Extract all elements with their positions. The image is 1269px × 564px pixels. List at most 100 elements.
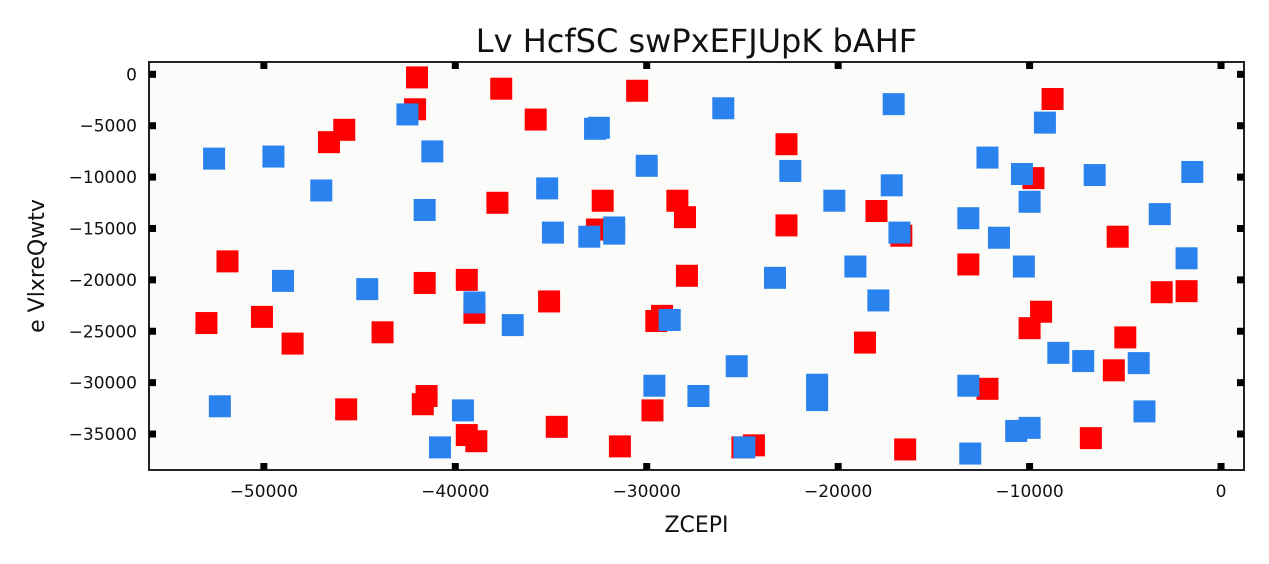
- data-point-series-2: [763, 266, 786, 289]
- data-point-series-1: [775, 133, 798, 156]
- data-point-series-1: [524, 108, 547, 131]
- data-point-series-2: [1018, 190, 1041, 213]
- data-point-series-2: [712, 97, 735, 120]
- axis-ticks: −50000 −40000 −30000 −20000 −10000 0 0 −5000 −10…: [69, 62, 1244, 502]
- x-tick-mark-top: [643, 62, 651, 69]
- x-tick-label: −10000: [995, 482, 1063, 502]
- data-point-series-2: [310, 179, 333, 202]
- y-tick-label: −25000: [69, 322, 137, 342]
- data-point-series-2: [421, 140, 444, 163]
- data-point-series-2: [272, 269, 295, 292]
- y-tick-mark-right: [1237, 173, 1244, 181]
- data-point-series-1: [195, 312, 218, 335]
- data-point-series-2: [1133, 400, 1156, 423]
- y-tick-label: −15000: [69, 219, 137, 239]
- data-point-series-1: [333, 118, 356, 141]
- x-tick-label: −40000: [421, 482, 489, 502]
- data-point-series-1: [250, 305, 273, 328]
- data-point-series-2: [584, 117, 607, 140]
- x-tick-mark-bottom: [1026, 463, 1034, 470]
- data-point-series-2: [1175, 247, 1198, 270]
- data-point-series-1: [1106, 225, 1129, 248]
- y-tick-mark-right: [1237, 122, 1244, 130]
- x-axis-title: ZCEPI: [664, 513, 728, 538]
- data-point-series-2: [536, 177, 559, 200]
- data-point-series-1: [894, 438, 917, 461]
- data-point-series-2: [957, 374, 980, 397]
- data-point-series-2: [603, 216, 626, 239]
- data-point-series-2: [463, 291, 486, 314]
- data-point-series-1: [413, 271, 436, 294]
- data-point-series-1: [411, 393, 434, 416]
- x-tick-mark-top: [1026, 62, 1034, 69]
- data-point-series-1: [1150, 281, 1173, 304]
- data-point-series-1: [675, 264, 698, 287]
- data-point-series-2: [1083, 164, 1106, 187]
- data-point-series-2: [208, 395, 231, 418]
- y-axis-title: e VlxreQwtv: [25, 199, 50, 333]
- data-point-series-1: [591, 189, 614, 212]
- x-tick-mark-top: [260, 62, 268, 69]
- data-point-series-2: [396, 103, 419, 126]
- data-point-series-2: [882, 93, 905, 116]
- data-point-series-2: [987, 226, 1010, 249]
- data-point-series-2: [1181, 160, 1204, 183]
- data-point-series-1: [1175, 280, 1198, 303]
- y-tick-label: −10000: [69, 168, 137, 188]
- data-point-series-2: [1018, 416, 1041, 439]
- data-point-series-2: [1012, 255, 1035, 278]
- data-point-series-2: [1047, 341, 1070, 364]
- data-point-series-2: [1127, 352, 1150, 375]
- data-point-series-2: [733, 436, 756, 459]
- data-point-series-2: [501, 314, 524, 337]
- y-tick-mark-left: [149, 379, 156, 387]
- data-point-series-1: [775, 214, 798, 237]
- data-point-series-2: [262, 145, 285, 168]
- data-point-series-1: [1114, 326, 1137, 349]
- data-point-series-2: [658, 308, 681, 331]
- data-point-series-2: [428, 436, 451, 459]
- data-point-series-1: [545, 415, 568, 438]
- data-point-series-1: [641, 399, 664, 422]
- y-tick-mark-left: [149, 327, 156, 335]
- x-tick-mark-bottom: [451, 463, 459, 470]
- data-point-series-1: [335, 398, 358, 421]
- y-tick-mark-right: [1237, 327, 1244, 335]
- y-tick-mark-right: [1237, 379, 1244, 387]
- x-tick-mark-bottom: [260, 463, 268, 470]
- x-tick-mark-bottom: [643, 463, 651, 470]
- y-tick-mark-right: [1237, 224, 1244, 232]
- x-tick-label: −50000: [230, 482, 298, 502]
- data-point-series-2: [976, 146, 999, 169]
- x-tick-mark-top: [451, 62, 459, 69]
- data-point-series-2: [356, 278, 379, 301]
- data-point-series-1: [865, 200, 888, 223]
- x-tick-mark-bottom: [834, 463, 842, 470]
- data-point-series-1: [957, 253, 980, 276]
- data-point-series-1: [1030, 300, 1053, 323]
- data-point-series-1: [626, 79, 649, 102]
- data-point-series-1: [853, 331, 876, 354]
- data-point-series-2: [1072, 350, 1095, 373]
- y-tick-label: −35000: [69, 425, 137, 445]
- y-tick-mark-right: [1237, 430, 1244, 438]
- y-tick-label: −5000: [79, 117, 137, 137]
- data-point-series-2: [779, 159, 802, 182]
- data-point-series-1: [490, 77, 513, 100]
- y-tick-mark-left: [149, 173, 156, 181]
- data-point-series-1: [216, 250, 239, 273]
- data-point-series-2: [844, 255, 867, 278]
- data-point-series-2: [451, 399, 474, 422]
- data-point-series-1: [486, 191, 509, 214]
- data-point-series-2: [413, 198, 436, 221]
- x-tick-label: −20000: [804, 482, 872, 502]
- data-point-series-1: [674, 206, 697, 229]
- data-point-series-1: [465, 430, 488, 453]
- y-tick-label: −30000: [69, 374, 137, 394]
- data-point-series-2: [888, 221, 911, 244]
- data-points: [195, 66, 1204, 465]
- data-point-series-2: [203, 147, 226, 170]
- x-tick-mark-bottom: [1217, 463, 1225, 470]
- data-point-series-2: [1148, 203, 1171, 226]
